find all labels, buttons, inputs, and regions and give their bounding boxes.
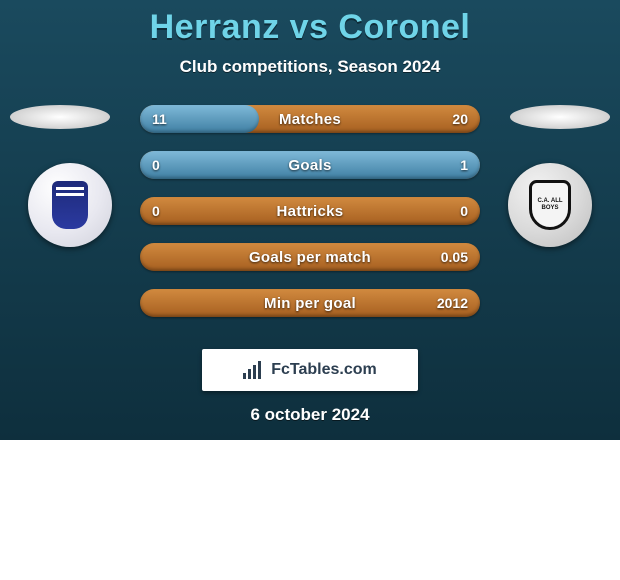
bar-label: Matches — [140, 105, 480, 133]
bar-label: Min per goal — [140, 289, 480, 317]
bar-label: Goals per match — [140, 243, 480, 271]
bar-label: Hattricks — [140, 197, 480, 225]
comparison-card: Herranz vs Coronel Club competitions, Se… — [0, 0, 620, 440]
stat-bar: 2012Min per goal — [140, 289, 480, 317]
shield-icon: C.A. ALL BOYS — [529, 180, 571, 230]
bar-label: Goals — [140, 151, 480, 179]
brand-text: FcTables.com — [271, 361, 377, 379]
stats-area: C.A. ALL BOYS 1120Matches 01Goals 00Hattri… — [0, 105, 620, 335]
shield-icon — [52, 181, 88, 229]
badge-right-text: C.A. ALL BOYS — [532, 198, 568, 211]
bar-chart-icon — [243, 361, 265, 379]
footer-date: 6 october 2024 — [0, 405, 620, 425]
stat-bar: 00Hattricks — [140, 197, 480, 225]
team-badge-right: C.A. ALL BOYS — [508, 163, 592, 247]
brand-box[interactable]: FcTables.com — [202, 349, 418, 391]
stat-bars: 1120Matches 01Goals 00Hattricks 0.05Goals p… — [140, 105, 480, 317]
stat-bar: 0.05Goals per match — [140, 243, 480, 271]
stat-bar: 1120Matches — [140, 105, 480, 133]
team-badge-left — [28, 163, 112, 247]
player-right-silhouette-ellipse — [510, 105, 610, 129]
player-left-silhouette-ellipse — [10, 105, 110, 129]
page-title: Herranz vs Coronel — [0, 8, 620, 47]
subtitle: Club competitions, Season 2024 — [0, 57, 620, 77]
stat-bar: 01Goals — [140, 151, 480, 179]
